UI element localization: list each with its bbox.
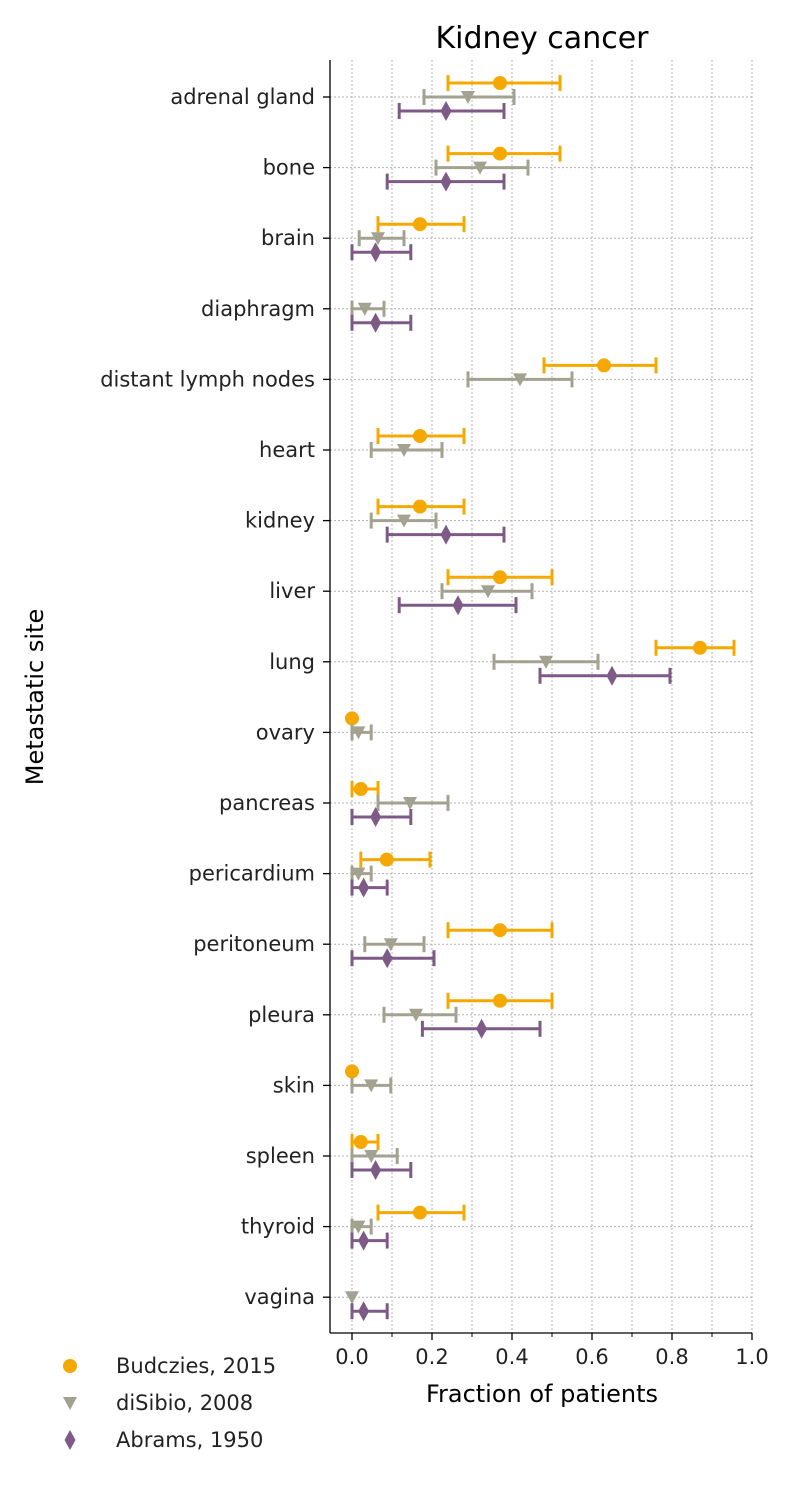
y-tick-label: ovary bbox=[256, 720, 315, 744]
y-tick-label: liver bbox=[269, 579, 315, 603]
y-tick-label: pericardium bbox=[189, 862, 315, 886]
data-point bbox=[364, 1150, 379, 1163]
x-tick-label: 0.2 bbox=[415, 1345, 448, 1369]
data-point bbox=[370, 242, 382, 263]
y-tick-label: kidney bbox=[245, 509, 315, 533]
legend-marker bbox=[63, 1359, 77, 1373]
data-point bbox=[493, 923, 507, 938]
x-tick-label: 0.4 bbox=[495, 1345, 528, 1369]
y-tick-label: skin bbox=[273, 1073, 315, 1097]
data-point bbox=[539, 655, 553, 669]
data-point bbox=[493, 76, 507, 90]
data-point bbox=[397, 444, 411, 457]
data-point bbox=[440, 171, 452, 192]
data-point bbox=[597, 358, 611, 373]
data-point bbox=[476, 1018, 488, 1039]
x-tick-label: 1.0 bbox=[735, 1345, 768, 1369]
data-point bbox=[461, 91, 475, 104]
data-point bbox=[370, 807, 382, 827]
data-point bbox=[440, 524, 452, 545]
legend-label: Abrams, 1950 bbox=[116, 1428, 263, 1452]
y-tick-label: pleura bbox=[248, 1003, 315, 1027]
data-point bbox=[364, 1079, 379, 1093]
data-point bbox=[413, 1205, 427, 1220]
data-point bbox=[397, 514, 411, 528]
data-point bbox=[371, 232, 385, 246]
y-tick-label: distant lymph nodes bbox=[100, 367, 315, 391]
y-tick-label: spleen bbox=[246, 1144, 315, 1168]
data-point bbox=[379, 852, 394, 867]
data-point bbox=[351, 1220, 366, 1234]
data-point bbox=[473, 161, 487, 175]
data-point bbox=[370, 1160, 382, 1180]
data-point bbox=[403, 797, 417, 810]
data-point bbox=[353, 782, 368, 796]
data-point bbox=[440, 101, 452, 121]
y-tick-label: bone bbox=[263, 156, 315, 180]
data-point bbox=[493, 146, 507, 161]
data-point bbox=[606, 665, 618, 686]
data-point bbox=[383, 938, 398, 952]
data-point bbox=[353, 1135, 368, 1149]
y-tick-label: pancreas bbox=[219, 791, 315, 815]
legend-label: Budczies, 2015 bbox=[116, 1354, 276, 1378]
axes-layer: 0.0 0.2 0.4 0.6 0.8 1.0 adrenal gland bone brain… bbox=[100, 60, 769, 1369]
data-point bbox=[413, 499, 427, 514]
y-tick-label: vagina bbox=[244, 1285, 315, 1309]
data-point bbox=[345, 1064, 359, 1079]
x-axis-title: Fraction of patients bbox=[426, 1380, 658, 1408]
y-tick-label: lung bbox=[269, 650, 315, 674]
legend-marker bbox=[63, 1397, 77, 1410]
data-point bbox=[357, 302, 372, 316]
x-tick-label: 0.6 bbox=[575, 1345, 608, 1369]
y-tick-label: peritoneum bbox=[193, 932, 315, 956]
data-point bbox=[358, 877, 370, 898]
data-point bbox=[413, 429, 427, 443]
data-point bbox=[351, 867, 366, 881]
data-point bbox=[351, 726, 366, 740]
y-tick-label: diaphragm bbox=[201, 297, 315, 321]
data-point bbox=[409, 1008, 423, 1022]
data-point bbox=[513, 373, 527, 387]
data-point bbox=[452, 595, 464, 616]
data-point bbox=[493, 570, 507, 585]
data-layer bbox=[345, 75, 736, 1322]
data-point bbox=[345, 711, 359, 726]
data-point bbox=[370, 312, 382, 333]
data-point bbox=[481, 585, 495, 599]
data-point bbox=[381, 948, 393, 969]
y-tick-label: adrenal gland bbox=[170, 85, 315, 109]
data-point bbox=[413, 217, 427, 232]
y-axis-title: Metastatic site bbox=[21, 609, 49, 785]
x-tick-label: 0.8 bbox=[655, 1345, 688, 1369]
legend-marker bbox=[64, 1430, 76, 1450]
data-point bbox=[358, 1230, 370, 1251]
data-point bbox=[345, 1291, 359, 1305]
data-point bbox=[693, 640, 707, 655]
grid-layer bbox=[330, 60, 753, 1333]
data-point bbox=[493, 993, 507, 1008]
x-tick-label: 0.0 bbox=[335, 1345, 368, 1369]
legend: Budczies, 2015 diSibio, 2008 Abrams, 1950 bbox=[63, 1354, 276, 1452]
y-tick-label: thyroid bbox=[241, 1215, 315, 1239]
y-tick-label: brain bbox=[261, 226, 315, 250]
data-point bbox=[358, 1301, 370, 1322]
y-tick-label: heart bbox=[259, 438, 315, 462]
legend-label: diSibio, 2008 bbox=[116, 1391, 253, 1415]
chart-title: Kidney cancer bbox=[436, 21, 650, 56]
